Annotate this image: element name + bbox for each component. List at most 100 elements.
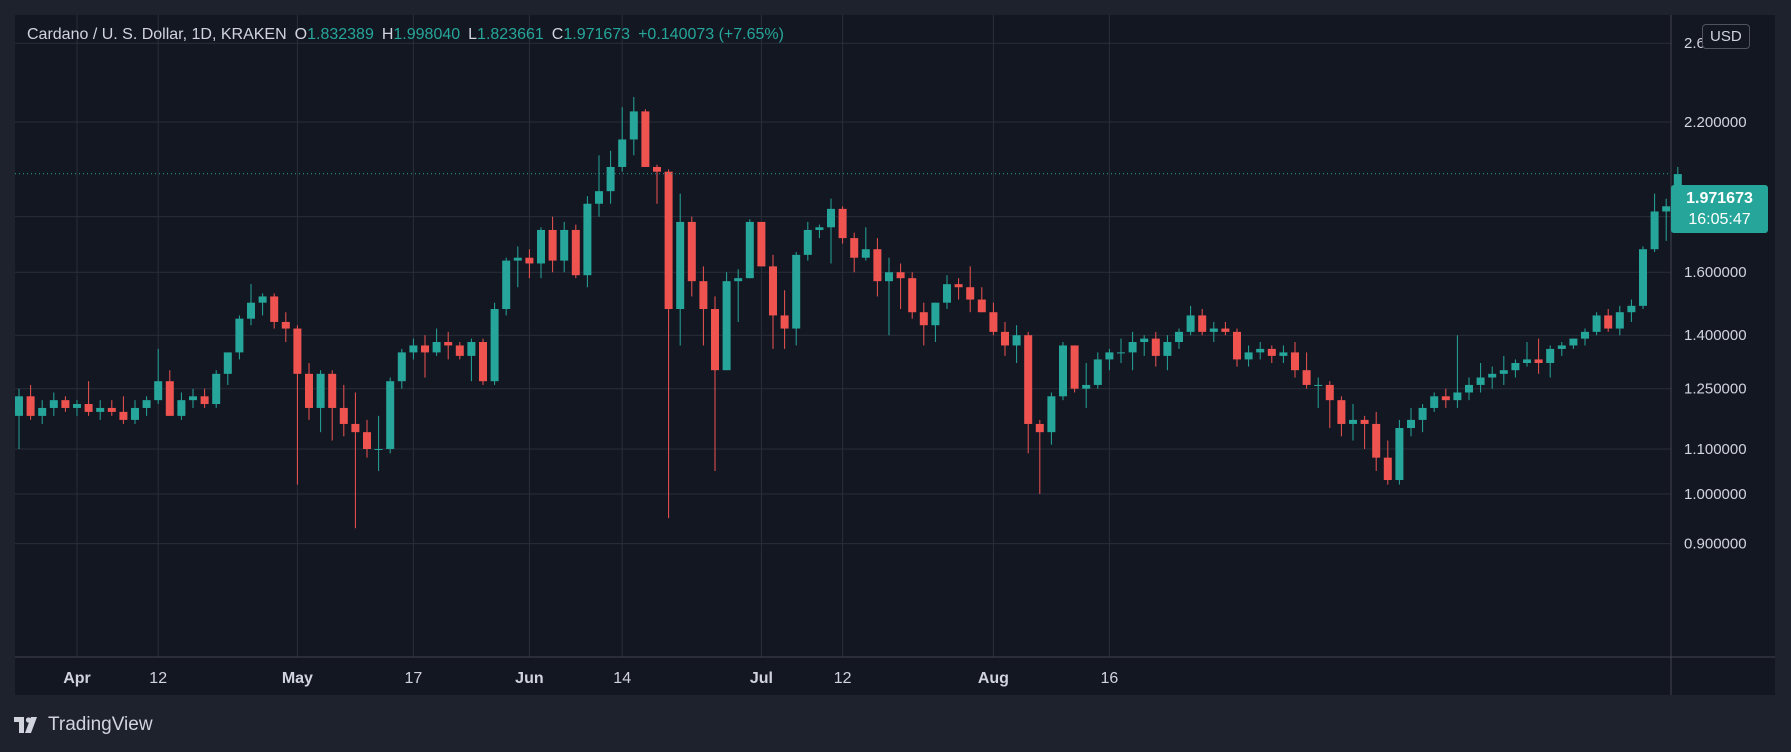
candle (421, 335, 429, 378)
candle (26, 384, 35, 420)
candle (1639, 246, 1647, 310)
candle (838, 206, 847, 244)
candle (1604, 309, 1613, 332)
candle-body (374, 449, 383, 450)
candle (966, 266, 975, 313)
candle (1441, 388, 1450, 408)
change-value: +0.140073 (+7.65%) (638, 26, 784, 43)
tradingview-logo[interactable]: TradingView (14, 714, 153, 736)
candle-body (1615, 312, 1624, 329)
candle (571, 224, 580, 279)
candle-body (780, 315, 789, 329)
candle-body (223, 352, 232, 374)
x-tick-label: Aug (978, 670, 1009, 687)
candle-body (711, 309, 719, 371)
grid-layer (15, 15, 1671, 657)
candle (560, 221, 569, 273)
candle (131, 400, 139, 424)
candle (502, 257, 511, 316)
candle (223, 352, 232, 385)
candle (513, 246, 522, 288)
currency-button[interactable]: USD (1702, 24, 1750, 49)
candle (1128, 331, 1137, 371)
candle-body (1581, 331, 1589, 339)
candle (281, 312, 290, 343)
candle-body (1476, 377, 1485, 385)
candle (699, 266, 708, 346)
candle (1383, 440, 1392, 485)
candle (1569, 338, 1578, 349)
candle (1314, 377, 1323, 408)
candle (792, 252, 801, 346)
candle-body (502, 260, 511, 310)
candle-body (1557, 345, 1566, 349)
candle (769, 254, 777, 349)
candle-body (1267, 348, 1276, 356)
candle-body (815, 227, 824, 230)
candle-body (571, 229, 580, 276)
candle-body (235, 318, 244, 353)
candle-body (1198, 315, 1207, 332)
candle (1151, 331, 1160, 367)
candle-body (1418, 407, 1427, 420)
candle (328, 370, 337, 441)
candle-body (618, 139, 627, 167)
close-value: 1.971673 (563, 26, 631, 43)
x-tick-label: Apr (63, 670, 91, 687)
candle-body (676, 221, 685, 310)
candle-body (73, 404, 81, 408)
candle-body (1175, 331, 1183, 343)
candle-body (1325, 384, 1334, 401)
x-tick-label: 16 (1101, 670, 1119, 687)
candle-body (212, 373, 221, 405)
candle (84, 381, 93, 416)
high-value: 1.998040 (393, 26, 461, 43)
candle (1117, 338, 1125, 363)
y-tick-label: 1.000000 (1684, 486, 1747, 503)
candle (653, 164, 661, 204)
candle (1488, 366, 1497, 389)
candle-body (548, 229, 557, 261)
candle-body (1592, 315, 1601, 332)
candle (1001, 321, 1009, 356)
last-price-value: 1.971673 (1686, 190, 1753, 207)
candle-body (1430, 396, 1439, 408)
candle (1012, 325, 1021, 363)
candle (629, 96, 638, 156)
y-tick-label: 0.900000 (1684, 536, 1747, 553)
candle (1267, 345, 1276, 363)
candle-body (1511, 362, 1520, 371)
candle (1198, 309, 1207, 336)
candle (943, 275, 951, 310)
tradingview-logo-icon (14, 717, 37, 733)
candle-body (606, 166, 615, 192)
candle (1209, 321, 1218, 343)
candle-body (455, 345, 464, 356)
candle (165, 370, 174, 416)
candle (1279, 345, 1288, 363)
symbol-title[interactable]: Cardano / U. S. Dollar, 1D, KRAKEN (27, 26, 287, 43)
candle (61, 396, 70, 412)
candle-body (595, 191, 603, 204)
candle (1035, 419, 1044, 494)
candle (444, 331, 453, 360)
candlestick-chart[interactable]: 2.6000002.2000001.8000001.6000001.400000… (15, 15, 1775, 695)
candle (896, 263, 905, 310)
chart-area[interactable]: 2.6000002.2000001.8000001.6000001.400000… (15, 15, 1775, 695)
candle (1349, 404, 1357, 441)
candle-body (1383, 457, 1392, 481)
candle (989, 302, 998, 336)
candle (96, 400, 105, 420)
candle (455, 342, 464, 360)
candle (711, 296, 719, 471)
candle (1337, 396, 1346, 437)
candle (618, 107, 627, 172)
bar-countdown: 16:05:47 (1688, 211, 1751, 228)
open-label: O (294, 26, 308, 43)
candle (525, 249, 534, 279)
candle (641, 109, 650, 167)
symbol-legend[interactable]: Cardano / U. S. Dollar, 1D, KRAKEN O1.832… (27, 26, 784, 44)
candle-body (1604, 315, 1613, 329)
candle (467, 338, 476, 382)
candle (931, 302, 940, 343)
